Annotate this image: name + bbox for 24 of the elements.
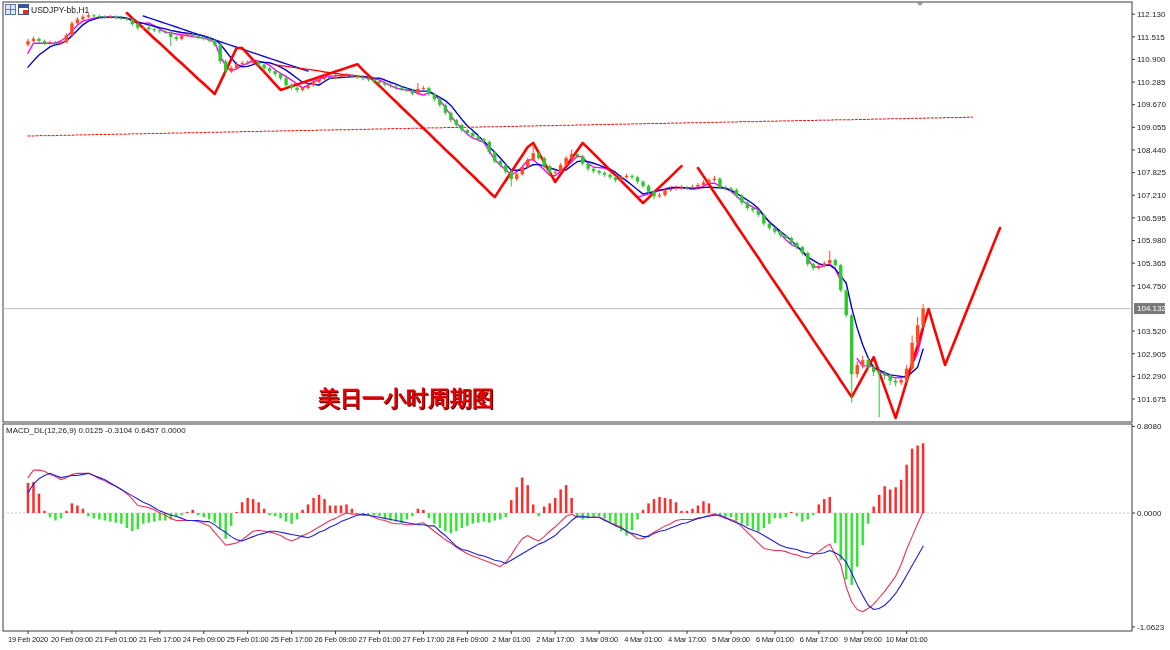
y-tick-label: 112.130 (1137, 9, 1166, 19)
y-tick-label: 110.900 (1137, 55, 1166, 65)
y-tick-label: 107.210 (1137, 191, 1167, 201)
chart-title: USDJPY-bb,H1 (31, 5, 90, 15)
y-tick-label: 109.670 (1137, 100, 1167, 110)
y-tick-label: -1.0623 (1137, 622, 1165, 632)
y-tick-label: 108.440 (1137, 145, 1167, 155)
y-tick-label: 104.750 (1137, 281, 1167, 291)
y-tick-label: 110.285 (1137, 77, 1166, 87)
y-tick-label: 103.520 (1137, 326, 1167, 336)
y-tick-label: 105.980 (1137, 236, 1167, 246)
y-tick-label: 101.675 (1137, 394, 1167, 404)
chart-title: MACD_DL(12,26,9) 0.0125 -0.3104 0.6457 0.0000 (6, 426, 187, 435)
y-tick-label: 102.290 (1137, 372, 1167, 382)
y-tick-label: 0.8080 (1137, 422, 1163, 432)
annotation: 美日一小时周期图 (317, 386, 494, 411)
ref-line-label: 104.132 (1137, 304, 1167, 314)
y-tick-label: 109.055 (1137, 123, 1167, 133)
y-tick-label: 102.905 (1137, 349, 1167, 359)
y-tick-label: 107.825 (1137, 168, 1167, 178)
y-tick-label: 111.515 (1137, 32, 1166, 42)
y-tick-label: 0.0000 (1137, 508, 1163, 518)
y-tick-label: 105.365 (1137, 258, 1167, 268)
y-tick-label: 106.595 (1137, 213, 1167, 223)
